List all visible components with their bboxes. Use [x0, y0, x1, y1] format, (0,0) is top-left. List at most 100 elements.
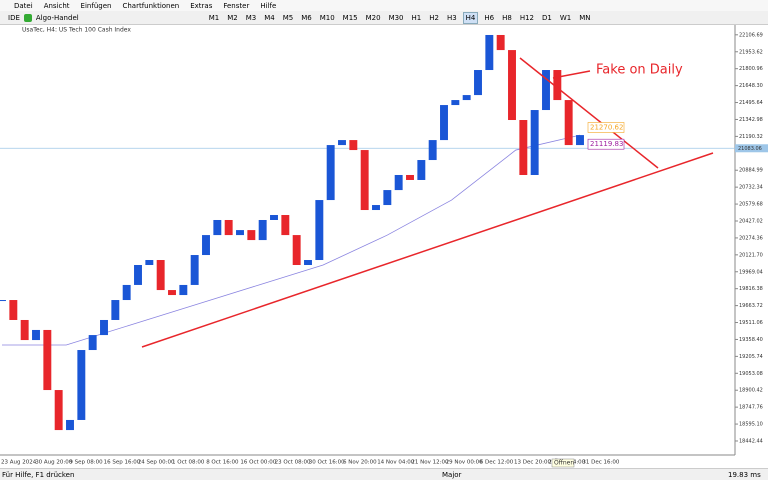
algo-icon: [23, 13, 32, 22]
candle: [474, 70, 482, 96]
timeframe-button[interactable]: W1: [559, 13, 572, 22]
y-tick-label: 20274.36: [739, 235, 763, 241]
y-tick-label: 20427.02: [739, 218, 763, 224]
candle: [111, 300, 120, 320]
candle: [530, 110, 539, 175]
candle: [508, 50, 516, 121]
y-tick-label: 19969.04: [739, 269, 763, 275]
timeframe-button[interactable]: M2: [227, 13, 238, 22]
toolbar: IDE Algo-Handel M1 M2 M3 M4 M5 M6 M10 M15 M20 M30…: [0, 11, 768, 25]
tooltip-box: [551, 458, 575, 468]
level-box: [587, 122, 625, 133]
candle: [0, 300, 6, 302]
moving-average: [2, 134, 581, 346]
menu-item[interactable]: Fenster: [223, 1, 250, 10]
x-tick-label: 16 Oct 00:00: [240, 460, 276, 466]
candle: [202, 235, 210, 256]
candle: [383, 190, 392, 206]
candle: [270, 215, 278, 220]
candle: [122, 284, 131, 301]
ide-button[interactable]: IDE: [8, 13, 20, 22]
candle: [428, 140, 437, 161]
trendline: [519, 57, 659, 169]
menu-item[interactable]: Extras: [190, 1, 213, 10]
timeframe-button[interactable]: H3: [446, 13, 457, 22]
timeframe-button[interactable]: M20: [365, 13, 381, 22]
y-tick-label: 18595.10: [739, 422, 763, 428]
algo-button[interactable]: Algo-Handel: [35, 13, 79, 22]
candle: [496, 34, 505, 51]
x-tick-label: 21 Nov 12:00: [411, 460, 449, 466]
x-tick-label: 31 Dec 16:00: [582, 460, 619, 466]
timeframe-button[interactable]: H8: [502, 13, 512, 22]
menu-item[interactable]: Ansicht: [43, 1, 70, 10]
candle: [43, 329, 52, 391]
x-tick-label: 30 Aug 20:00: [35, 460, 73, 466]
timeframe-button[interactable]: M3: [245, 13, 257, 22]
menu-item[interactable]: Datei: [14, 1, 33, 10]
price-axis: [735, 25, 768, 468]
candle: [553, 70, 562, 101]
y-tick-label: 21800.96: [739, 66, 763, 72]
y-tick-label: 19816.38: [739, 286, 763, 292]
timeframe-button[interactable]: H4: [462, 11, 479, 24]
timeframe-button[interactable]: M10: [319, 13, 335, 22]
timeframe-button[interactable]: H2: [429, 13, 439, 22]
candle: [168, 290, 176, 296]
ping: 19.83 ms: [728, 471, 761, 479]
menu-item[interactable]: Hilfe: [260, 1, 277, 10]
candle: [100, 319, 108, 336]
candle: [564, 100, 573, 146]
menu-item[interactable]: Chartfunktionen: [122, 1, 180, 10]
candle: [451, 100, 460, 106]
candle: [338, 140, 346, 146]
trendline: [141, 152, 714, 348]
candle: [326, 145, 335, 201]
menu-item[interactable]: Einfügen: [80, 1, 112, 10]
candle: [542, 70, 550, 111]
y-tick-label: 22106.69: [739, 32, 763, 38]
y-tick-label: 21190.32: [739, 134, 763, 140]
y-tick-label: 20579.68: [739, 202, 763, 208]
candle: [304, 260, 312, 266]
level-box: [587, 138, 625, 150]
timeframe-button[interactable]: H1: [411, 13, 422, 22]
timeframe-button[interactable]: H6: [484, 13, 495, 22]
candle: [134, 265, 142, 285]
timeframe-button[interactable]: H12: [519, 13, 534, 22]
candle: [179, 284, 188, 296]
x-tick-label: 23 Oct 08:00: [275, 460, 311, 466]
timeframe-button[interactable]: MN: [579, 13, 591, 22]
timeframe-button[interactable]: M6: [301, 13, 312, 22]
candle: [247, 230, 256, 241]
timeframe-button[interactable]: M5: [282, 13, 294, 22]
y-tick-label: 21648.30: [739, 83, 763, 89]
y-tick-label: 20884.99: [739, 168, 763, 174]
candle: [406, 174, 414, 180]
y-tick-label: 21495.64: [739, 100, 763, 106]
profile: Major: [442, 471, 462, 479]
candle: [213, 219, 222, 236]
candle: [315, 200, 324, 261]
x-tick-label: 24 Sep 00:00: [138, 460, 175, 466]
candle: [576, 135, 584, 146]
timeframe-button[interactable]: M30: [388, 13, 404, 22]
timeframe-button[interactable]: M4: [264, 13, 275, 22]
timeframe-button[interactable]: D1: [542, 13, 552, 22]
timeframe-button[interactable]: M1: [208, 13, 220, 22]
chart-title: UsaTec, H4: US Tech 100 Cash Index: [22, 27, 131, 34]
candle: [417, 160, 426, 180]
y-tick-label: 19053.08: [739, 371, 763, 377]
y-tick-label: 20732.34: [739, 185, 763, 191]
level-label: 21119.83: [590, 140, 623, 148]
candle: [88, 335, 97, 351]
x-tick-label: 6 Nov 20:00: [343, 460, 377, 466]
timeframe-button[interactable]: M15: [342, 13, 358, 22]
candle: [20, 319, 29, 341]
y-tick-label: 19511.06: [739, 320, 763, 326]
candle: [281, 215, 290, 236]
candle: [32, 329, 40, 341]
candle: [156, 260, 165, 291]
candle: [236, 230, 244, 236]
